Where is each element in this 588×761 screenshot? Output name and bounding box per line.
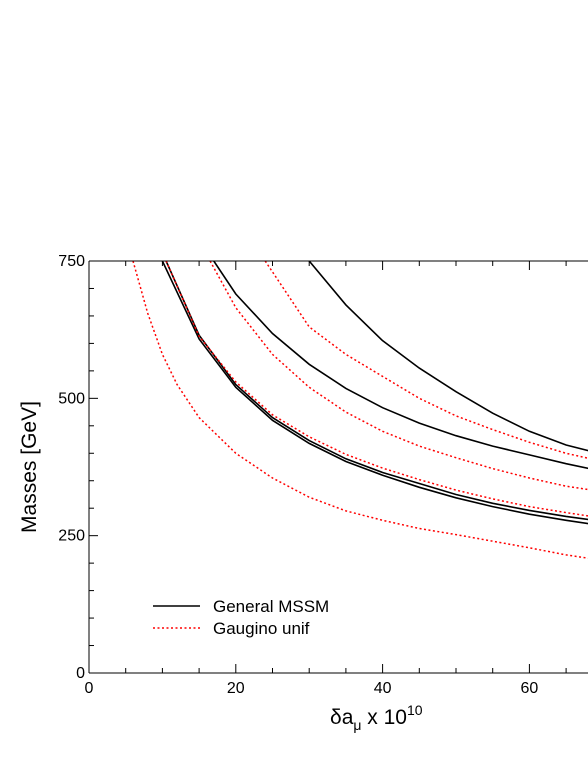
- y-tick-label-500: 500: [58, 390, 85, 407]
- y-tick-label-0: 0: [76, 665, 85, 682]
- x-tick-label-0: 0: [85, 680, 94, 697]
- x-axis-title-subscript: μ: [353, 717, 361, 733]
- x-tick-label-40: 40: [374, 680, 392, 697]
- x-axis-title: δaμ x 1010: [330, 702, 423, 733]
- series-line-6: [209, 261, 588, 491]
- x-axis-title-superscript: 10: [407, 702, 423, 718]
- series-line-4: [161, 261, 588, 525]
- x-axis-title-main: δa: [330, 706, 354, 729]
- y-tick-label-250: 250: [58, 528, 85, 545]
- series-layer: [132, 261, 588, 559]
- axes-layer: 0 250 500 750 0 20 40 60 Masses [GeV] δaμ x 1010: [18, 253, 588, 733]
- legend-label-2: Gaugino unif: [213, 619, 310, 638]
- series-line-3: [165, 261, 588, 521]
- series-line-5: [264, 261, 588, 459]
- x-axis-title-mid: x 10: [361, 706, 407, 729]
- x-tick-label-20: 20: [227, 680, 245, 697]
- legend: General MSSM Gaugino unif: [153, 597, 329, 638]
- series-line-7: [165, 261, 588, 517]
- y-axis-title: Masses [GeV]: [18, 401, 41, 533]
- series-line-8: [132, 261, 588, 559]
- y-tick-label-750: 750: [58, 253, 85, 270]
- series-line-1: [308, 261, 588, 452]
- series-line-2: [213, 261, 588, 470]
- legend-label-1: General MSSM: [213, 597, 329, 616]
- x-tick-label-60: 60: [521, 680, 539, 697]
